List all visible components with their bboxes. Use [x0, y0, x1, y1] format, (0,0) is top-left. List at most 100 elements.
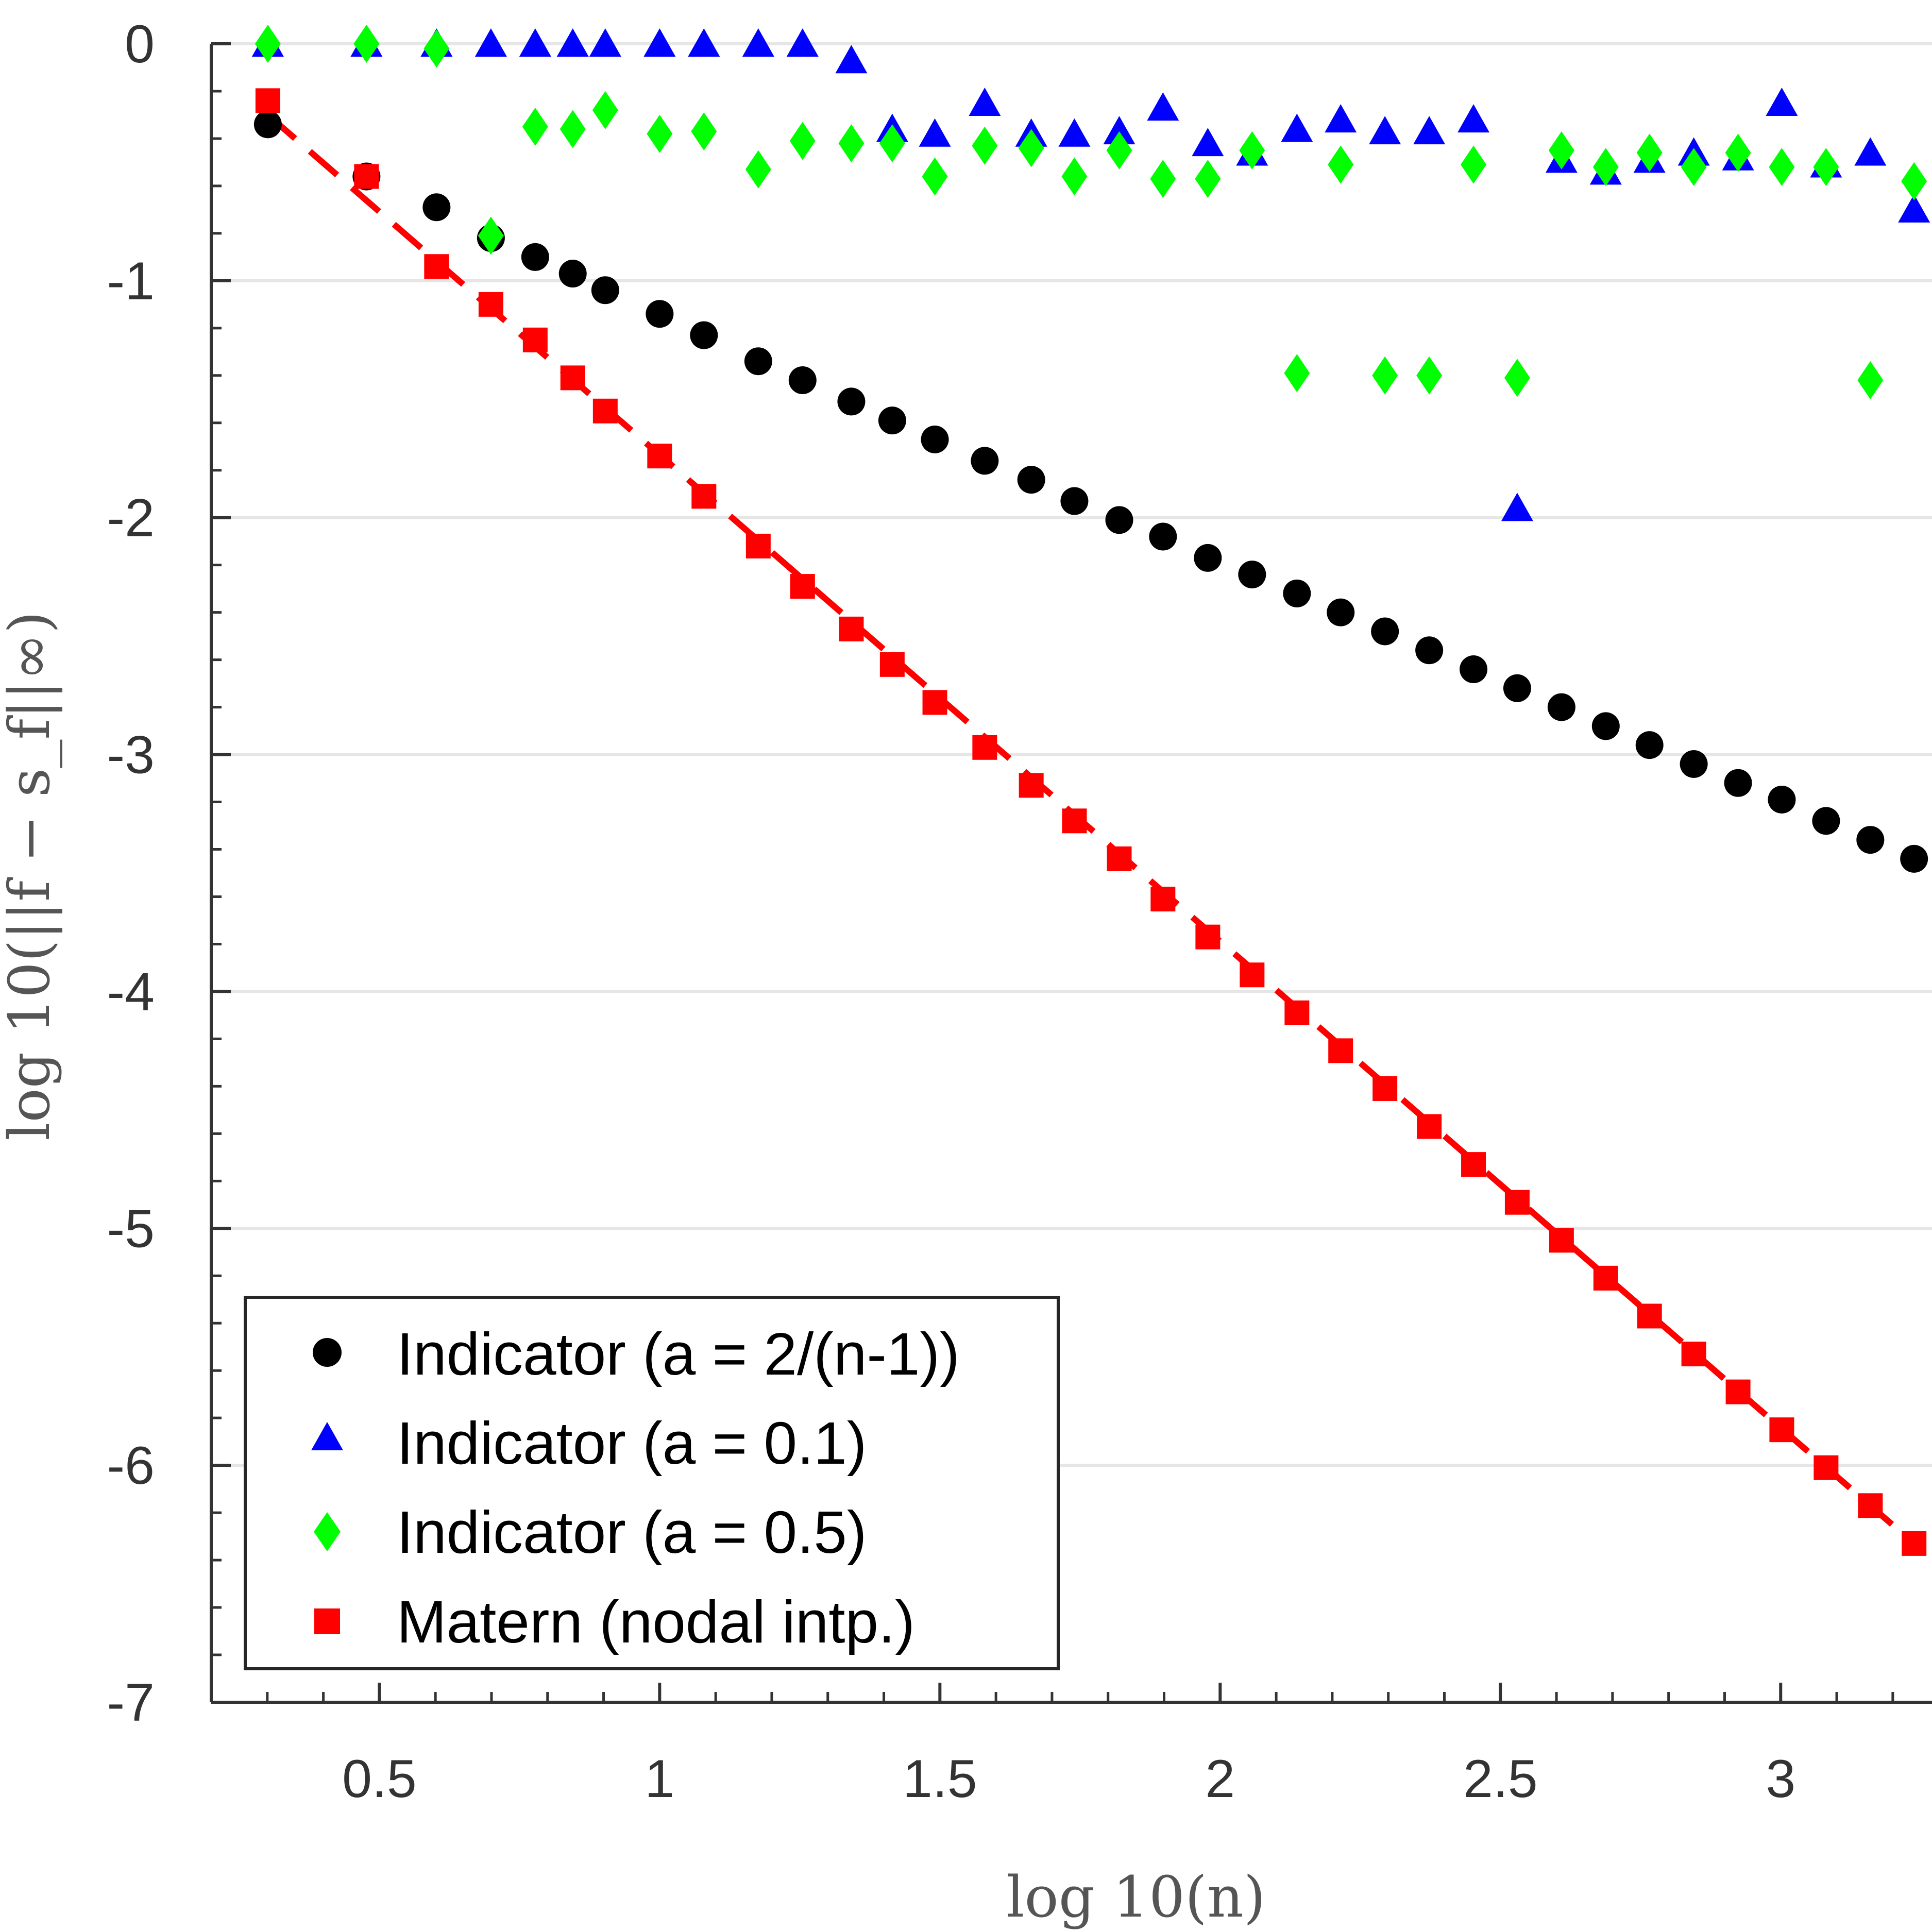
data-point-square: [1150, 887, 1176, 912]
data-point-square: [1725, 1379, 1751, 1404]
series-2: [251, 28, 1930, 521]
data-point-square: [1461, 1152, 1486, 1177]
data-point-triangle: [556, 28, 589, 57]
data-point-diamond: [789, 122, 816, 160]
data-point-square: [879, 652, 905, 677]
axes: [210, 42, 1932, 1704]
data-point-diamond: [1106, 131, 1132, 170]
data-point-diamond: [647, 114, 673, 153]
data-point-square: [972, 735, 997, 760]
data-point-circle: [1238, 561, 1266, 589]
data-point-diamond: [1416, 356, 1443, 395]
y-tick-label: -3: [107, 725, 155, 785]
data-point-square: [255, 88, 280, 113]
data-point-square: [1417, 1114, 1442, 1139]
data-point-diamond: [1769, 148, 1795, 187]
data-point-diamond: [972, 126, 998, 165]
data-point-circle: [1460, 655, 1488, 684]
data-point-square: [1504, 1190, 1530, 1215]
data-point-square: [1195, 924, 1221, 950]
data-point-circle: [1591, 712, 1620, 740]
data-point-circle: [646, 300, 674, 328]
data-point-circle: [971, 447, 999, 475]
data-point-square: [1549, 1228, 1574, 1253]
y-axis-title: log 10(||f − s_f||∞): [0, 611, 62, 1140]
data-point-diamond: [1813, 148, 1839, 187]
data-point-diamond: [1504, 359, 1530, 397]
data-point-square: [592, 398, 618, 424]
legend: Indicator (a = 2/(n-1)) Indicator (a = 0…: [244, 1296, 1060, 1670]
data-point-triangle: [1766, 87, 1798, 116]
data-point-square: [1637, 1303, 1662, 1329]
data-point-circle: [788, 366, 817, 394]
y-tick-label: -4: [107, 962, 155, 1022]
data-point-diamond: [1284, 354, 1310, 393]
data-point-triangle: [835, 45, 868, 74]
data-point-square: [1372, 1076, 1398, 1101]
data-point-square: [1769, 1417, 1794, 1443]
legend-box: [244, 1296, 1060, 1670]
tick-labels: 0 -1 -2 -3 -4 -5 -6 -7 0.5 1 1.5 2 2.5 3: [107, 14, 1796, 1809]
data-point-square: [1328, 1038, 1353, 1063]
data-point-circle: [1900, 844, 1928, 873]
data-point-square: [1019, 773, 1044, 798]
y-tick-label: -6: [107, 1436, 155, 1496]
data-point-triangle: [1325, 104, 1357, 133]
data-point-triangle: [1103, 116, 1136, 145]
y-tick-label: -2: [107, 488, 155, 548]
data-point-square: [1240, 962, 1265, 988]
data-point-triangle: [969, 87, 1001, 116]
data-point-triangle: [1458, 104, 1490, 133]
data-point-diamond: [353, 25, 380, 63]
data-marks: [251, 25, 1930, 1556]
data-point-diamond: [1150, 160, 1176, 198]
data-point-circle: [253, 110, 282, 139]
data-point-circle: [837, 387, 866, 416]
data-point-circle: [1194, 544, 1222, 572]
legend-marker-triangle: [311, 1422, 343, 1450]
data-point-triangle: [919, 118, 951, 147]
y-tick-label: -5: [107, 1199, 155, 1259]
data-point-diamond: [1061, 157, 1088, 196]
data-point-square: [647, 444, 672, 469]
data-point-square: [478, 292, 503, 317]
data-point-square: [424, 254, 449, 279]
data-point-triangle: [1058, 118, 1091, 147]
data-point-triangle: [1281, 113, 1313, 142]
data-point-square: [1062, 808, 1087, 834]
y-tick-label: -7: [107, 1673, 155, 1733]
data-point-triangle: [786, 28, 819, 57]
data-point-circle: [558, 260, 587, 288]
data-point-square: [691, 484, 717, 509]
y-tick-label: 0: [125, 14, 155, 74]
data-point-diamond: [1857, 361, 1884, 399]
legend-label-series-4: Matern (nodal intp.): [397, 1588, 915, 1655]
data-point-triangle: [519, 28, 551, 57]
data-point-diamond: [691, 112, 717, 151]
data-point-triangle: [1413, 116, 1446, 145]
data-point-circle: [1149, 522, 1177, 551]
data-point-triangle: [1898, 194, 1930, 223]
data-point-square: [839, 616, 864, 641]
data-point-square: [1107, 846, 1132, 871]
data-point-diamond: [838, 124, 865, 163]
data-point-diamond: [1328, 145, 1354, 184]
data-point-square: [1284, 1000, 1310, 1025]
data-point-diamond: [1636, 133, 1663, 172]
data-point-diamond: [879, 124, 905, 163]
x-tick-label: 2: [1205, 1749, 1235, 1809]
data-point-square: [522, 327, 548, 352]
data-point-circle: [1371, 617, 1399, 646]
data-point-circle: [921, 425, 949, 453]
series-1: [253, 110, 1928, 873]
data-point-diamond: [1461, 145, 1487, 184]
data-point-circle: [1060, 487, 1089, 515]
data-point-diamond: [1018, 129, 1044, 167]
x-tick-label: 1: [645, 1749, 674, 1809]
x-axis-title: log 10(n): [1006, 1864, 1265, 1930]
data-point-circle: [1017, 466, 1045, 494]
data-point-diamond: [745, 150, 771, 189]
y-tick-label: -1: [107, 251, 155, 311]
data-point-circle: [744, 347, 772, 376]
